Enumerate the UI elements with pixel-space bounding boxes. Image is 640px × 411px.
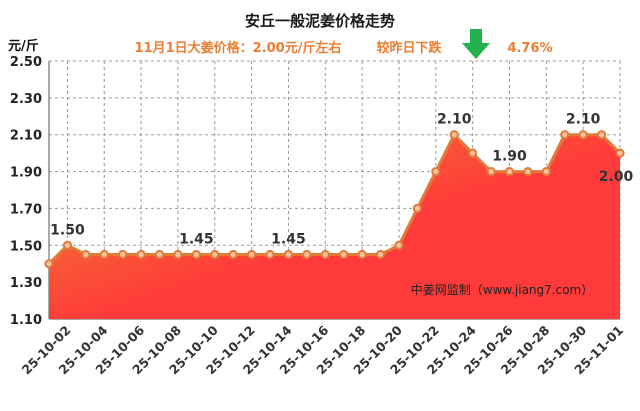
- data-point: [560, 130, 570, 140]
- y-axis-label: 元/斤: [8, 38, 39, 54]
- data-point: [62, 240, 73, 250]
- data-label: 1.45: [271, 232, 306, 248]
- y-tick-label: 1.70: [10, 202, 42, 217]
- y-tick-label: 2.50: [10, 55, 42, 70]
- data-point: [136, 249, 146, 260]
- data-label: 2.10: [437, 112, 472, 128]
- data-point: [339, 249, 349, 260]
- y-tick-label: 2.10: [10, 129, 42, 144]
- y-tick-label: 1.30: [10, 276, 42, 291]
- data-point: [468, 148, 478, 158]
- data-point: [596, 130, 607, 140]
- data-point: [431, 166, 441, 177]
- data-labels: 1.50 1.45 1.45 2.10 1.90 2.10 2.00: [50, 112, 633, 248]
- data-point: [375, 249, 386, 260]
- data-point: [357, 249, 367, 260]
- data-label: 1.45: [179, 232, 214, 248]
- data-point: [504, 166, 515, 177]
- y-tick-label: 2.30: [10, 92, 42, 107]
- data-label: 1.90: [492, 149, 527, 165]
- data-point: [578, 130, 588, 140]
- data-point: [302, 249, 312, 260]
- change-percent: 4.76%: [507, 41, 552, 56]
- data-point: [99, 249, 109, 260]
- data-point: [247, 249, 257, 260]
- data-point: [615, 148, 625, 158]
- data-point: [81, 249, 91, 260]
- data-point: [265, 249, 275, 260]
- data-label: 2.00: [599, 169, 634, 185]
- data-point: [118, 249, 128, 260]
- chart-title: 安丘一般泥姜价格走势: [245, 12, 395, 30]
- data-point: [191, 249, 201, 260]
- y-tick-label: 1.90: [10, 166, 42, 181]
- data-point: [283, 249, 294, 260]
- watermark: 中姜网监制（www.jiang7.com）: [411, 282, 593, 297]
- x-tick-labels: 25-10-0225-10-0425-10-0625-10-0825-10-10…: [19, 322, 626, 377]
- data-point: [320, 249, 330, 260]
- y-tick-label: 1.50: [10, 239, 42, 254]
- data-point: [210, 249, 220, 260]
- down-arrow-icon: [462, 29, 490, 59]
- subtitle-change: 较昨日下跌: [376, 40, 442, 56]
- data-point: [394, 240, 404, 250]
- data-point: [154, 249, 165, 260]
- data-label: 1.50: [50, 222, 85, 238]
- data-point: [449, 130, 459, 140]
- data-point: [44, 259, 54, 269]
- data-point: [541, 166, 551, 177]
- data-label: 2.10: [566, 112, 601, 128]
- data-point: [523, 166, 533, 177]
- data-point: [228, 249, 238, 260]
- y-tick-labels: 2.50 2.30 2.10 1.90 1.70 1.50 1.30 1.10: [10, 55, 42, 328]
- data-point: [173, 249, 183, 260]
- area-fill: [49, 134, 620, 319]
- data-point: [412, 203, 422, 214]
- subtitle-price: 11月1日大姜价格：2.00元/斤左右: [135, 40, 342, 56]
- data-point: [486, 166, 496, 177]
- data-markers: [44, 130, 625, 269]
- y-tick-label: 1.10: [10, 313, 42, 328]
